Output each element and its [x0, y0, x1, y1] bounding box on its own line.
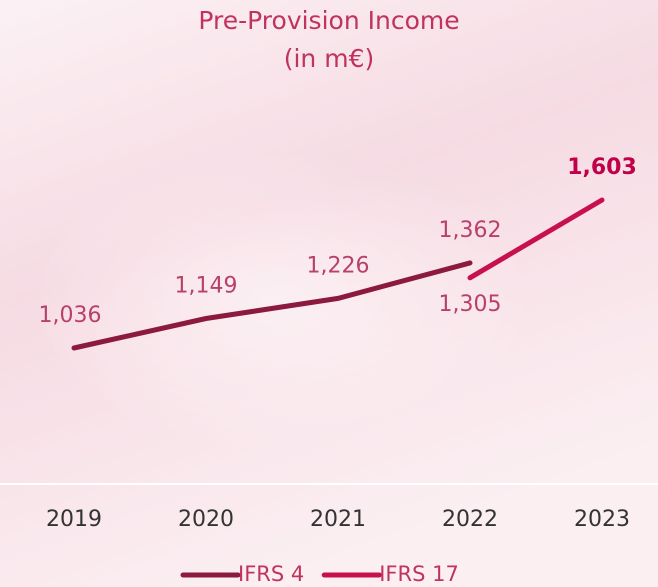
x-tick-label: 2021: [310, 507, 366, 532]
legend-label: IFRS 4: [238, 562, 304, 586]
chart-title: Pre-Provision Income: [198, 6, 459, 35]
x-tick-label: 2020: [178, 507, 234, 532]
value-label: 1,036: [39, 303, 102, 328]
background-glow: [40, 150, 560, 450]
legend-label: IFRS 17: [379, 562, 459, 586]
line-series: [71, 260, 473, 351]
value-label: 1,603: [567, 155, 637, 180]
value-label: 1,362: [439, 218, 502, 243]
x-tick-label: 2023: [574, 507, 630, 532]
value-label: 1,226: [307, 253, 370, 278]
x-tick-label: 2022: [442, 507, 498, 532]
line-series: [467, 197, 605, 281]
x-tick-label: 2019: [46, 507, 102, 532]
value-label: 1,305: [439, 292, 502, 317]
chart-subtitle: (in m€): [284, 44, 375, 73]
value-label: 1,149: [175, 274, 238, 299]
